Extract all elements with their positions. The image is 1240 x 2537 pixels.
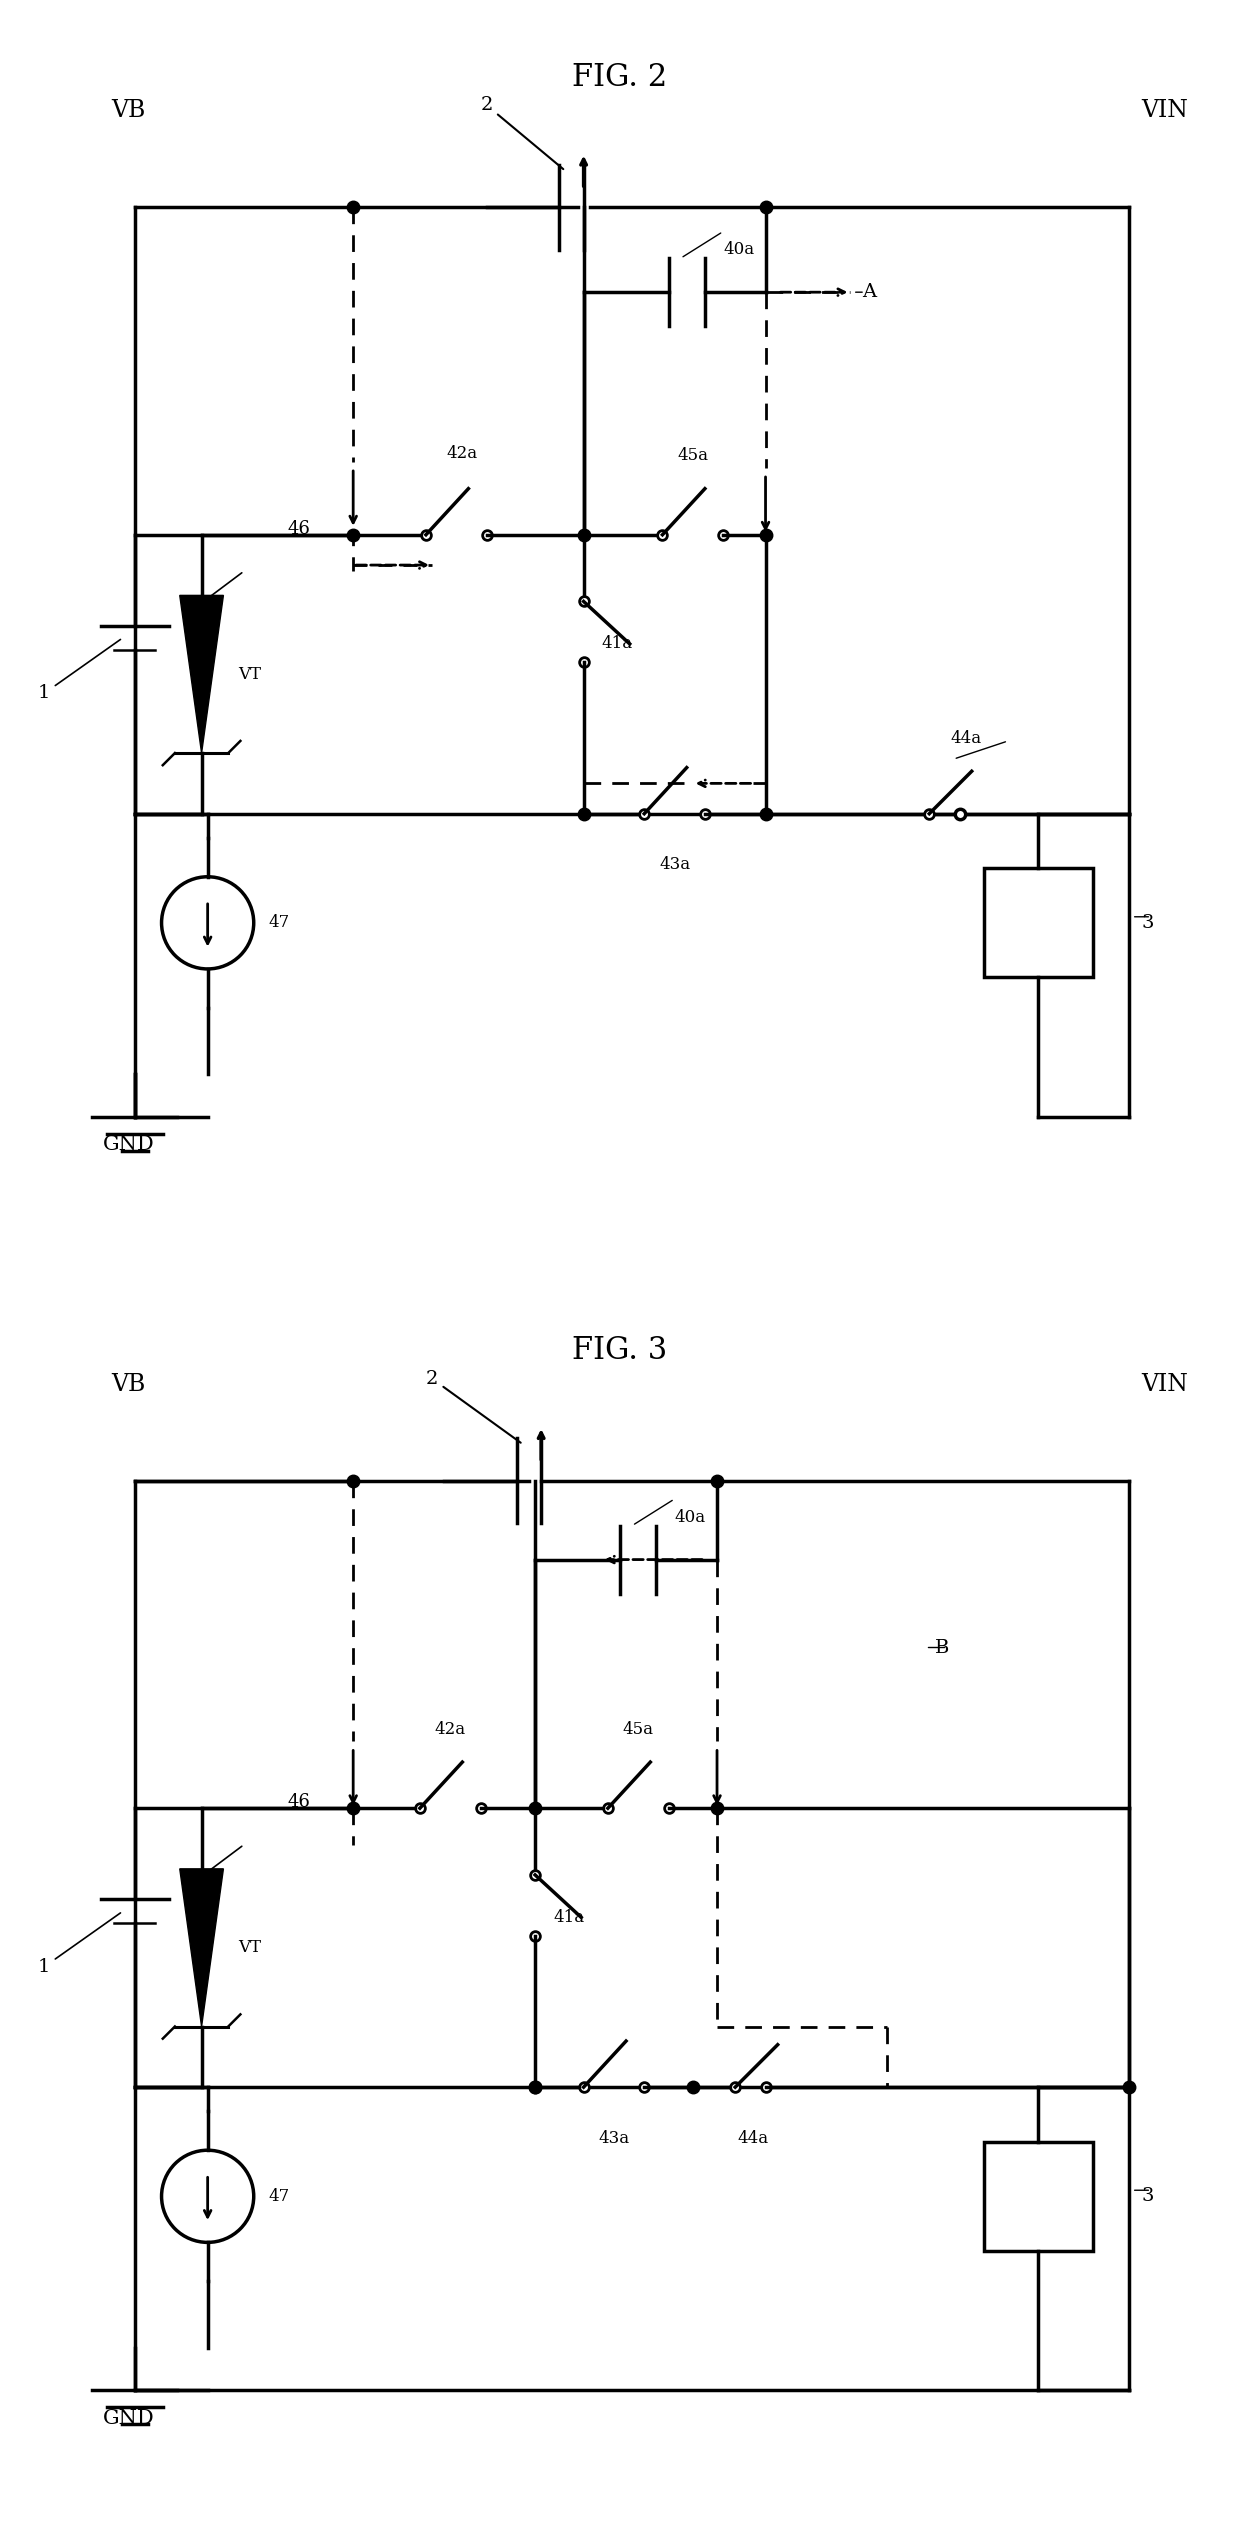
Text: 41a: 41a bbox=[553, 1908, 584, 1926]
Text: 44a: 44a bbox=[738, 2129, 769, 2146]
Text: 1: 1 bbox=[38, 639, 120, 703]
Text: GND: GND bbox=[103, 2408, 155, 2428]
Text: 45a: 45a bbox=[622, 1720, 653, 1738]
Text: VIN: VIN bbox=[1142, 1373, 1188, 1395]
Text: VIN: VIN bbox=[1142, 99, 1188, 122]
Text: 2: 2 bbox=[481, 96, 563, 170]
Text: VB: VB bbox=[112, 99, 146, 122]
Text: A: A bbox=[863, 284, 877, 302]
Text: VT: VT bbox=[238, 665, 260, 682]
Text: 40a: 40a bbox=[723, 241, 754, 259]
Polygon shape bbox=[180, 1870, 223, 2027]
Text: 45a: 45a bbox=[677, 447, 708, 464]
Text: 3: 3 bbox=[1142, 2187, 1154, 2205]
Text: 47: 47 bbox=[268, 2187, 289, 2205]
Text: 43a: 43a bbox=[599, 2129, 630, 2146]
Text: FIG. 2: FIG. 2 bbox=[573, 61, 667, 94]
Text: 42a: 42a bbox=[435, 1720, 466, 1738]
Text: 1: 1 bbox=[38, 1913, 120, 1976]
Text: 41a: 41a bbox=[601, 634, 632, 652]
Text: B: B bbox=[935, 1639, 950, 1657]
Bar bbox=[983, 868, 1092, 977]
Text: 46: 46 bbox=[288, 520, 311, 538]
Text: 47: 47 bbox=[268, 913, 289, 931]
Bar bbox=[983, 2141, 1092, 2250]
Text: 2: 2 bbox=[427, 1370, 521, 1444]
Text: 3: 3 bbox=[1142, 913, 1154, 931]
Text: 40a: 40a bbox=[675, 1510, 706, 1525]
Text: VB: VB bbox=[112, 1373, 146, 1395]
Polygon shape bbox=[180, 596, 223, 753]
Text: 44a: 44a bbox=[950, 731, 981, 746]
Text: 42a: 42a bbox=[446, 444, 477, 462]
Text: 43a: 43a bbox=[658, 855, 691, 873]
Text: FIG. 3: FIG. 3 bbox=[573, 1334, 667, 1367]
Text: VT: VT bbox=[238, 1938, 260, 1956]
Text: 46: 46 bbox=[288, 1794, 311, 1811]
Text: GND: GND bbox=[103, 1134, 155, 1154]
